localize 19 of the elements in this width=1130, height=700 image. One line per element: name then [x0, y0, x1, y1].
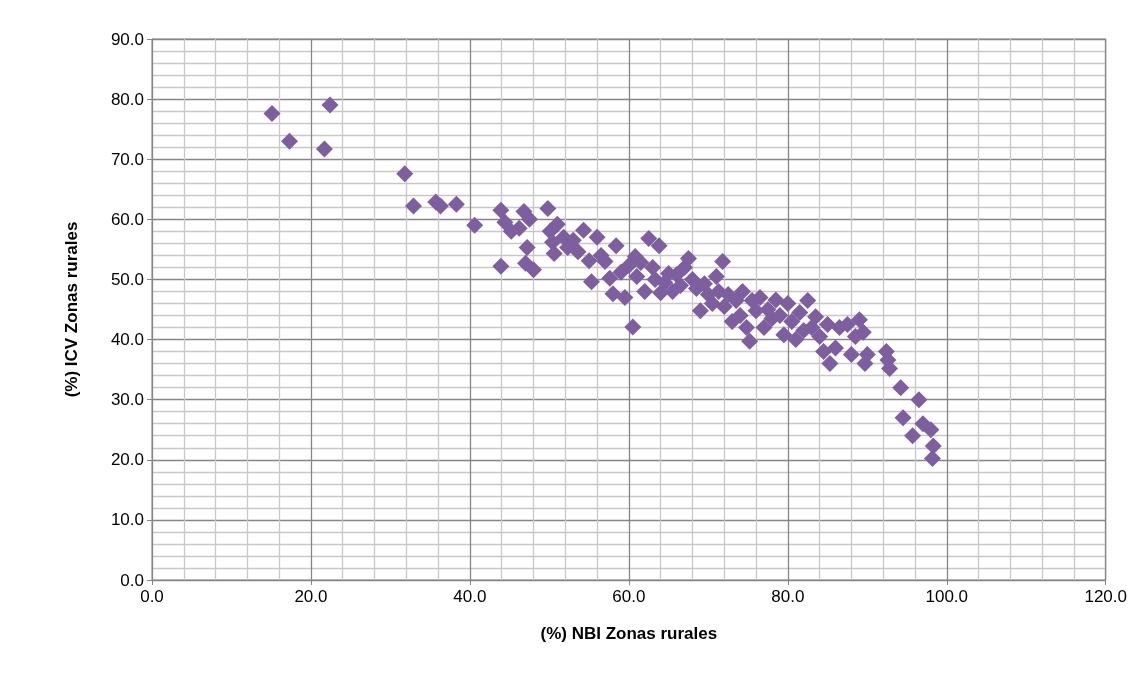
y-tick-label: 50.0	[110, 269, 144, 289]
x-tick-label: 100.0	[925, 587, 969, 606]
y-tick-label: 40.0	[110, 330, 144, 350]
y-tick-label: 70.0	[110, 149, 144, 169]
y-tick-label: 60.0	[110, 209, 144, 229]
y-tick-label: 0.0	[120, 570, 144, 590]
x-axis-title: (%) NBI Zonas rurales	[540, 624, 718, 643]
y-tick-label: 30.0	[110, 390, 144, 410]
x-tick-label: 40.0	[453, 587, 487, 606]
y-axis-title: (%) ICV Zonas rurales	[62, 221, 81, 398]
x-tick-label: 80.0	[771, 587, 805, 606]
y-tick-label: 10.0	[110, 510, 144, 530]
y-tick-label: 80.0	[110, 89, 144, 109]
y-tick-label: 20.0	[110, 450, 144, 470]
x-tick-label: 0.0	[140, 587, 164, 606]
x-tick-label: 20.0	[294, 587, 328, 606]
y-tick-label: 90.0	[110, 29, 144, 49]
x-tick-label: 60.0	[612, 587, 646, 606]
x-tick-label: 120.0	[1084, 587, 1127, 606]
